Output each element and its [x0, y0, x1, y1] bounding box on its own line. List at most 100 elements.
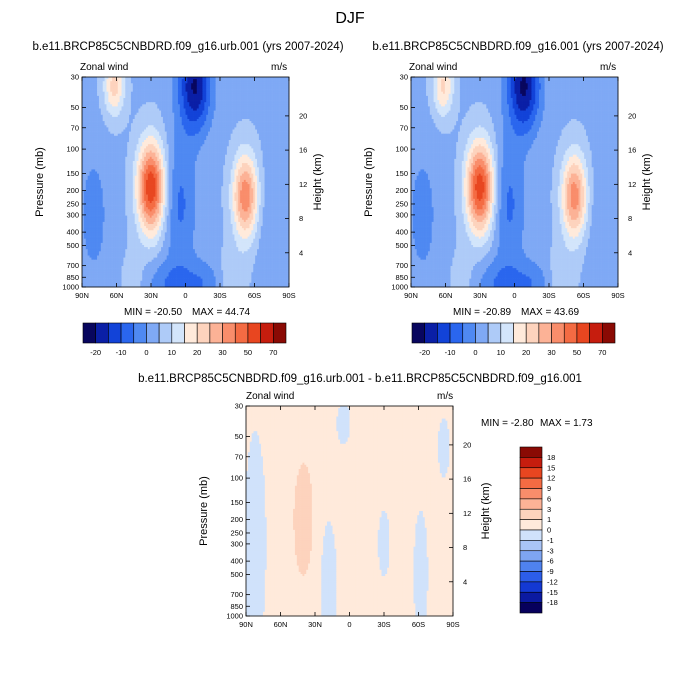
- panel1-y2tick-label: 16: [299, 146, 307, 155]
- panel2-xtick-label: 90S: [611, 291, 624, 300]
- panel1-ytick-label: 70: [71, 123, 79, 132]
- panel2-ytick-label: 70: [400, 123, 408, 132]
- panel3-colorbar-label: 9: [547, 484, 551, 493]
- panel1-field: [82, 77, 290, 288]
- panel1-ytick-label: 700: [66, 261, 79, 270]
- panel3-ytick-label: 150: [230, 498, 243, 507]
- panel1-xtick-label: 0: [183, 291, 187, 300]
- panel1-y2tick-label: 12: [299, 180, 307, 189]
- panel1-ytick-label: 850: [66, 273, 79, 282]
- panel3-ytick-label: 250: [230, 529, 243, 538]
- panel2-title: b.e11.BRCP85C5CNBDRD.f09_g16.001 (yrs 20…: [336, 41, 700, 53]
- panel1-xtick-label: 90S: [282, 291, 295, 300]
- panel1-ytick-label: 1000: [62, 283, 79, 292]
- panel2-xtick-label: 30S: [542, 291, 555, 300]
- panel3-colorbar-box: [519, 591, 543, 603]
- panel2-left-label: Zonal wind: [409, 62, 457, 73]
- panel2-colorbar-box: [424, 322, 438, 344]
- panel1-colorbar-label: -10: [116, 348, 127, 357]
- panel1-xtick-label: 60N: [110, 291, 124, 300]
- panel2-ytick-label: 250: [395, 200, 408, 209]
- panel3-colorbar-box: [519, 457, 543, 469]
- panel2-colorbar-box: [437, 322, 451, 344]
- panel2-colorbar-label: 50: [573, 348, 581, 357]
- panel3-ytick-label: 850: [230, 602, 243, 611]
- panel3-colorbar-label: 12: [547, 474, 555, 483]
- panel1-xtick-label: 30S: [213, 291, 226, 300]
- panel1-colorbar-box: [158, 322, 173, 344]
- panel1-min: MIN = -20.50: [124, 307, 182, 318]
- panel2-colorbar-label: -10: [445, 348, 456, 357]
- panel2-y2tick-label: 12: [628, 180, 636, 189]
- panel2-colorbar-box: [563, 322, 578, 344]
- panel3-colorbar-label: -3: [547, 546, 554, 555]
- panel2-ytick-label: 200: [395, 186, 408, 195]
- panel2-xtick-label: 0: [512, 291, 516, 300]
- panel3-y2tick-label: 4: [463, 577, 467, 586]
- panel2-colorbar-label: 70: [598, 348, 606, 357]
- panel3-colorbar-box: [519, 467, 543, 479]
- panel3-xtick-label: 90S: [446, 620, 459, 629]
- panel1-colorbar-label: 0: [144, 348, 148, 357]
- panel1-ytick-label: 30: [71, 73, 79, 82]
- panel1-ytick-label: 150: [66, 169, 79, 178]
- panel1-colorbar-box: [222, 322, 236, 344]
- panel2-y2tick-label: 8: [628, 214, 632, 223]
- panel2-colorbar-label: -20: [419, 348, 430, 357]
- panel1-colorbar-label: -20: [90, 348, 101, 357]
- panel3-colorbar-box: [519, 519, 543, 531]
- panel3-colorbar-box: [519, 560, 543, 572]
- panel3-y2tick-label: 8: [463, 543, 467, 552]
- panel1-left-label: Zonal wind: [80, 62, 128, 73]
- panel1-colorbar-box: [82, 322, 96, 344]
- panel2-field: [411, 77, 619, 288]
- panel3-min: MIN = -2.80: [481, 418, 534, 429]
- panel3-xtick-label: 60N: [274, 620, 288, 629]
- panel3-right-label: m/s: [437, 391, 453, 402]
- panel1-colorbar-box: [171, 322, 185, 344]
- panel2-colorbar-box: [602, 322, 616, 344]
- panel1-ytick-label: 400: [66, 228, 79, 237]
- panel2-ytick-label: 50: [400, 103, 408, 112]
- panel1-colorbar-box: [146, 322, 160, 344]
- panel3-xtick-label: 60S: [412, 620, 425, 629]
- panel3-colorbar-label: 18: [547, 453, 555, 462]
- panel3-colorbar-box: [519, 540, 543, 552]
- panel1-colorbar-label: 20: [193, 348, 201, 357]
- panel3-xtick-label: 90N: [239, 620, 253, 629]
- panel2-y2tick-label: 20: [628, 111, 636, 120]
- panel3-colorbar-box: [519, 602, 543, 614]
- panel2-colorbar-box: [487, 322, 502, 344]
- panel1-y2tick-label: 4: [299, 248, 303, 257]
- panel2-colorbar-box: [500, 322, 514, 344]
- panel3-colorbar-label: 3: [547, 505, 551, 514]
- panel1-colorbar-box: [196, 322, 211, 344]
- panel2-xtick-label: 60S: [577, 291, 590, 300]
- panel3-colorbar-label: -18: [547, 598, 558, 607]
- panel3-y2tick-label: 12: [463, 509, 471, 518]
- panel3-field: [246, 406, 454, 617]
- panel2-ytick-label: 400: [395, 228, 408, 237]
- panel1-colorbar-label: 50: [244, 348, 252, 357]
- panel3-ytick-label: 300: [230, 539, 243, 548]
- panel1-ytick-label: 500: [66, 241, 79, 250]
- panel2-colorbar-box: [411, 322, 425, 344]
- panel2-colorbar-label: 30: [547, 348, 555, 357]
- panel3-colorbar-box: [519, 581, 543, 593]
- panel3-ytick-label: 400: [230, 557, 243, 566]
- panel3-xtick-label: 30N: [308, 620, 322, 629]
- panel3-colorbar-label: -6: [547, 557, 554, 566]
- panel2-colorbar-box: [449, 322, 464, 344]
- panel3-colorbar-box: [519, 488, 543, 500]
- panel3-colorbar-box: [519, 529, 543, 541]
- panel1-colorbar-box: [260, 322, 274, 344]
- panel3-colorbar-box: [519, 571, 543, 583]
- panel3-ytick-label: 700: [230, 590, 243, 599]
- panel2-colorbar-box: [538, 322, 552, 344]
- panel1-colorbar-box: [273, 322, 287, 344]
- panel1-ytick-label: 250: [66, 200, 79, 209]
- panel2-colorbar-label: 10: [497, 348, 505, 357]
- panel1-colorbar-label: 70: [269, 348, 277, 357]
- panel2-colorbar-box: [513, 322, 527, 344]
